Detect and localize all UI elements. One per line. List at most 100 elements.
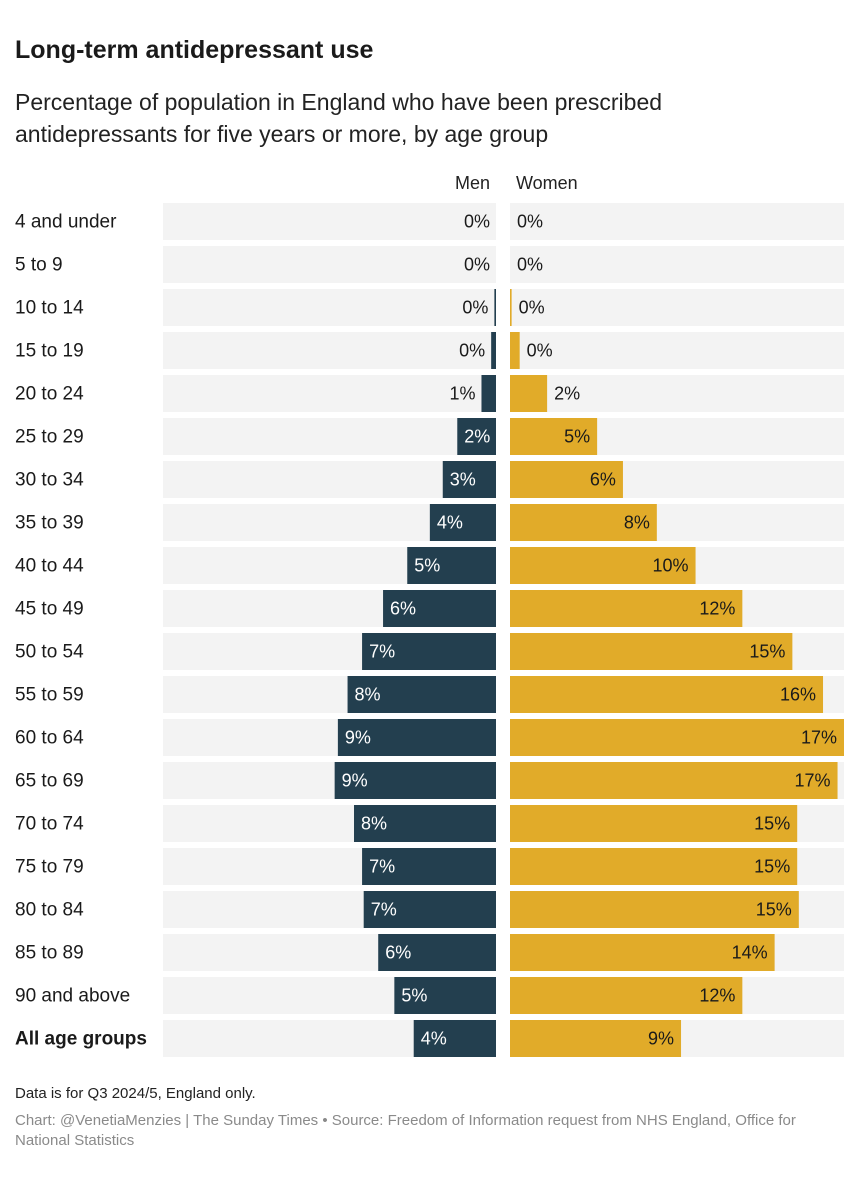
men-value-label: 0%	[462, 298, 488, 318]
category-label: 70 to 74	[15, 814, 84, 835]
men-value-label: 4%	[421, 1029, 447, 1049]
men-value-label: 7%	[369, 642, 395, 662]
women-value-label: 0%	[527, 341, 553, 361]
chart-subtitle: Percentage of population in England who …	[15, 89, 663, 147]
category-label: 80 to 84	[15, 900, 84, 921]
women-value-label: 2%	[554, 384, 580, 404]
women-bar	[510, 848, 798, 885]
men-value-label: 6%	[390, 599, 416, 619]
women-row-background	[510, 375, 844, 412]
men-value-label: 6%	[385, 943, 411, 963]
men-bar	[407, 547, 496, 584]
men-row-background	[163, 375, 496, 412]
women-bar	[510, 1020, 682, 1057]
men-value-label: 9%	[342, 771, 368, 791]
women-bar	[510, 977, 743, 1014]
women-value-label: 0%	[519, 298, 545, 318]
women-value-label: 6%	[590, 470, 616, 490]
women-value-label: 17%	[801, 728, 837, 748]
women-row-background	[510, 203, 844, 240]
men-value-label: 5%	[414, 556, 440, 576]
men-value-label: 3%	[450, 470, 476, 490]
category-label: 65 to 69	[15, 771, 84, 792]
men-bar	[442, 461, 496, 498]
men-bar	[337, 719, 496, 756]
women-bar	[510, 934, 775, 971]
women-value-label: 16%	[780, 685, 816, 705]
men-bar	[362, 633, 496, 670]
source-credit: Chart: @VenetiaMenzies | The Sunday Time…	[15, 1112, 796, 1149]
men-bar	[362, 848, 496, 885]
men-value-label: 0%	[459, 341, 485, 361]
category-label: 35 to 39	[15, 513, 84, 534]
women-bar	[510, 891, 799, 928]
category-label: 75 to 79	[15, 857, 84, 878]
men-bar	[491, 332, 496, 369]
men-row-background	[163, 203, 496, 240]
women-bar	[510, 461, 623, 498]
women-value-label: 15%	[754, 857, 790, 877]
men-value-label: 0%	[464, 255, 490, 275]
women-value-label: 8%	[624, 513, 650, 533]
women-value-label: 17%	[795, 771, 831, 791]
men-bar	[429, 504, 496, 541]
men-value-label: 0%	[464, 212, 490, 232]
category-label: 45 to 49	[15, 599, 84, 620]
category-label: 15 to 19	[15, 341, 84, 362]
category-label: 90 and above	[15, 986, 130, 1007]
chart-title: Long-term antidepressant use	[15, 36, 374, 64]
men-row-background	[163, 246, 496, 283]
women-series-header: Women	[516, 173, 578, 193]
men-value-label: 7%	[371, 900, 397, 920]
women-row-background	[510, 289, 844, 326]
men-series-header: Men	[455, 173, 491, 193]
women-row-background	[510, 246, 844, 283]
men-bar	[457, 418, 496, 455]
men-value-label: 1%	[449, 384, 475, 404]
category-label: 4 and under	[15, 212, 117, 233]
women-value-label: 5%	[564, 427, 590, 447]
women-value-label: 15%	[749, 642, 785, 662]
category-label: 10 to 14	[15, 298, 84, 319]
men-value-label: 5%	[401, 986, 427, 1006]
men-bar	[413, 1020, 496, 1057]
men-value-label: 2%	[464, 427, 490, 447]
data-note: Data is for Q3 2024/5, England only.	[15, 1085, 256, 1102]
women-row-background	[510, 332, 844, 369]
men-bar	[481, 375, 496, 412]
category-label: 25 to 29	[15, 427, 84, 448]
men-value-label: 8%	[361, 814, 387, 834]
women-bar	[510, 805, 798, 842]
women-bar	[510, 375, 548, 412]
women-bar	[510, 676, 824, 713]
women-bar	[510, 633, 793, 670]
men-bar	[494, 289, 496, 326]
women-bar	[510, 719, 844, 756]
category-label: 55 to 59	[15, 685, 84, 706]
category-label: 30 to 34	[15, 470, 84, 491]
women-value-label: 12%	[699, 986, 735, 1006]
men-row-background	[163, 289, 496, 326]
men-value-label: 4%	[437, 513, 463, 533]
men-bar	[334, 762, 496, 799]
women-bar	[510, 547, 696, 584]
women-value-label: 0%	[517, 212, 543, 232]
women-value-label: 15%	[756, 900, 792, 920]
women-value-label: 12%	[699, 599, 735, 619]
men-row-background	[163, 332, 496, 369]
men-bar	[383, 590, 496, 627]
women-bar	[510, 332, 520, 369]
women-bar	[510, 590, 743, 627]
women-value-label: 0%	[517, 255, 543, 275]
category-label: 40 to 44	[15, 556, 84, 577]
men-bar	[363, 891, 496, 928]
men-bar	[354, 805, 496, 842]
women-value-label: 10%	[653, 556, 689, 576]
women-bar	[510, 762, 838, 799]
women-bar	[510, 504, 657, 541]
men-row-background	[163, 418, 496, 455]
category-label: 60 to 64	[15, 728, 84, 749]
men-value-label: 8%	[355, 685, 381, 705]
men-bar	[378, 934, 496, 971]
